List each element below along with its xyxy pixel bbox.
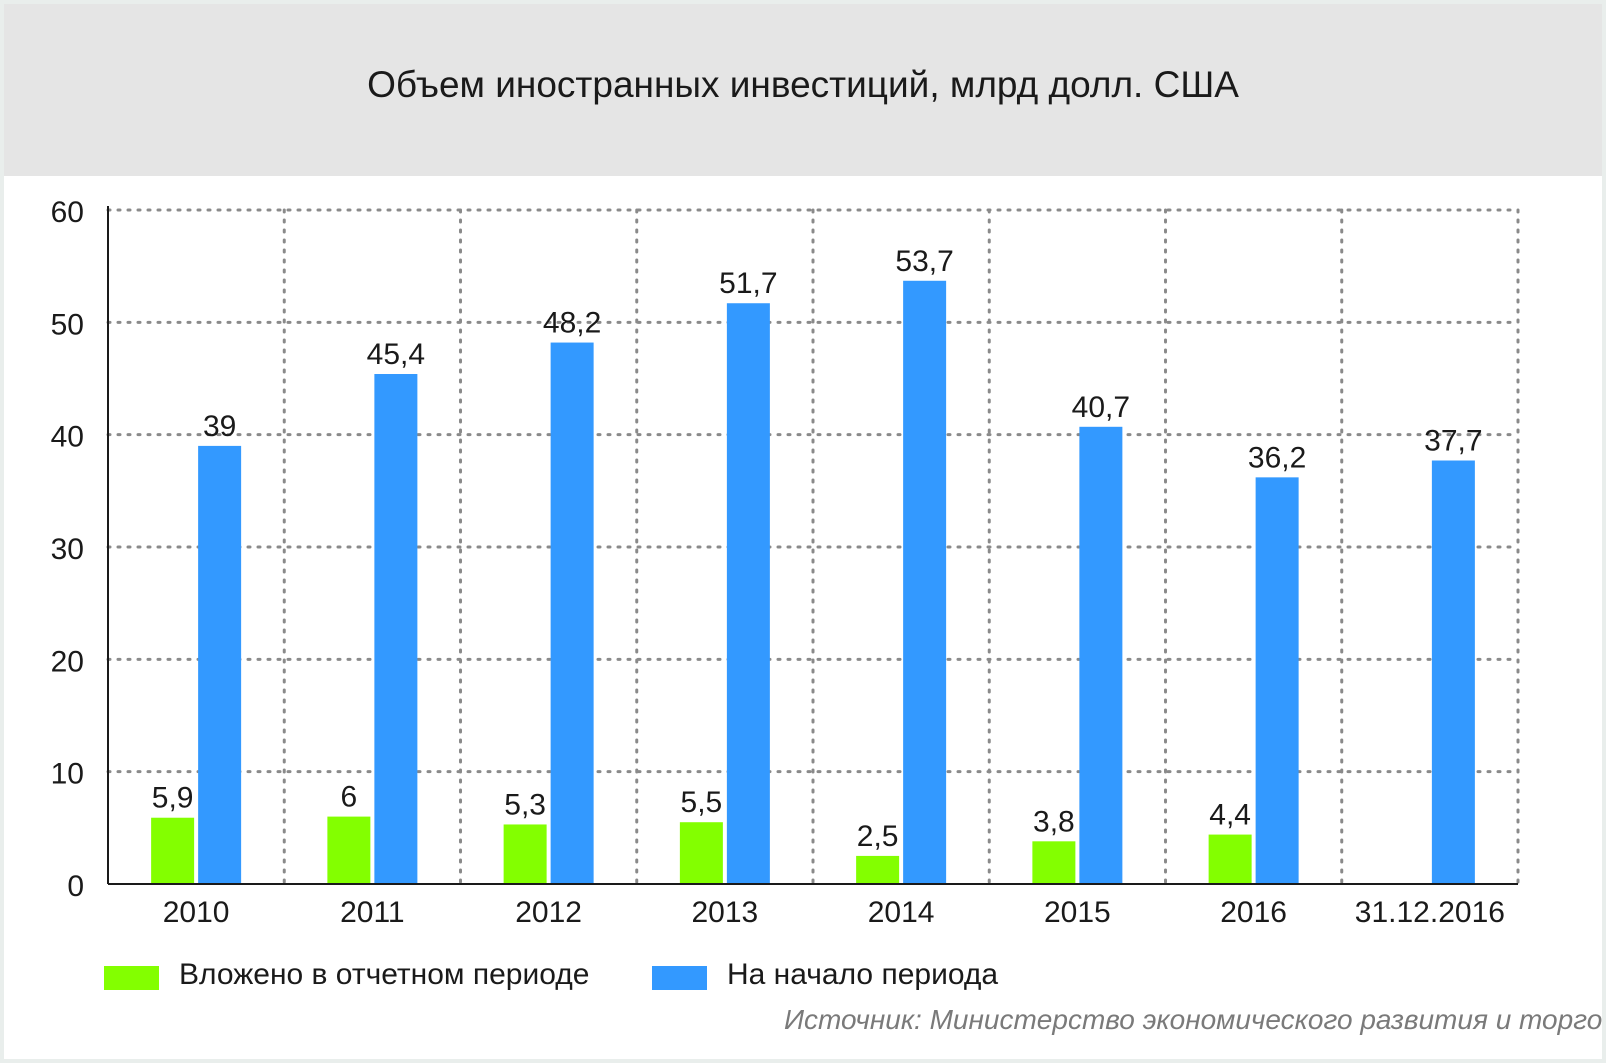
data-label-s0-6: 4,4 (1209, 799, 1251, 832)
bar-s1-1 (374, 374, 418, 884)
x-tick-label-5: 2015 (1044, 896, 1111, 929)
y-tick-label-0: 0 (67, 870, 84, 903)
data-label-s1-1: 45,4 (367, 338, 425, 371)
data-label-s1-3: 51,7 (719, 267, 777, 300)
bar-s0-6 (1208, 834, 1252, 884)
bar-s0-1 (327, 816, 371, 884)
x-tick-label-1: 2011 (340, 896, 405, 929)
y-tick-label-6: 60 (51, 196, 84, 229)
x-tick-label-6: 2016 (1220, 896, 1287, 929)
chart-header: Объем иностранных инвестиций, млрд долл.… (4, 4, 1602, 176)
source-note: Источник: Министерство экономического ра… (784, 1004, 1602, 1035)
data-label-s0-4: 2,5 (857, 820, 899, 853)
chart-title: Объем иностранных инвестиций, млрд долл.… (367, 64, 1239, 105)
x-tick-label-7: 31.12.2016 (1355, 896, 1505, 929)
y-tick-label-1: 10 (51, 758, 84, 791)
legend-label-beginning: На начало периода (727, 958, 999, 991)
bar-s0-3 (679, 822, 723, 884)
y-tick-label-3: 30 (51, 533, 84, 566)
bar-s1-6 (1255, 477, 1299, 884)
bar-s1-0 (198, 445, 242, 884)
data-label-s1-7: 37,7 (1424, 425, 1482, 458)
x-tick-label-3: 2013 (692, 896, 759, 929)
data-label-s0-5: 3,8 (1033, 805, 1075, 838)
legend-swatch-blue (652, 966, 707, 990)
data-label-s0-0: 5,9 (152, 782, 194, 815)
bar-s0-2 (503, 824, 547, 884)
legend-label-invested: Вложено в отчетном периоде (179, 958, 590, 991)
data-label-s0-2: 5,3 (504, 788, 546, 821)
data-label-s1-4: 53,7 (895, 245, 953, 278)
data-label-s1-2: 48,2 (543, 307, 601, 340)
bar-chart: 0 10 20 30 40 50 60 5,9 39 2010 6 45,4 2011 5,3 48,2 20… (51, 196, 1520, 929)
bar-s0-0 (151, 817, 195, 884)
chart-frame: Объем иностранных инвестиций, млрд долл.… (4, 4, 1602, 1059)
bar-s1-3 (726, 303, 770, 884)
x-tick-label-2: 2012 (515, 896, 582, 929)
y-tick-label-2: 20 (51, 645, 84, 678)
data-label-s0-1: 6 (341, 781, 358, 814)
data-label-s1-0: 39 (203, 410, 236, 443)
bar-s0-4 (856, 855, 900, 884)
data-label-s1-6: 36,2 (1248, 441, 1306, 474)
legend-swatch-green (104, 966, 159, 990)
data-label-s0-3: 5,5 (681, 786, 723, 819)
y-tick-label-5: 50 (51, 308, 84, 341)
bar-s1-2 (550, 342, 594, 884)
bar-s1-7 (1431, 460, 1475, 884)
x-tick-label-0: 2010 (163, 896, 230, 929)
bar-s1-4 (903, 280, 947, 884)
bar-s1-5 (1079, 426, 1123, 884)
x-tick-label-4: 2014 (868, 896, 935, 929)
y-tick-label-4: 40 (51, 421, 84, 454)
bar-s0-5 (1032, 841, 1076, 884)
data-label-s1-5: 40,7 (1072, 391, 1130, 424)
